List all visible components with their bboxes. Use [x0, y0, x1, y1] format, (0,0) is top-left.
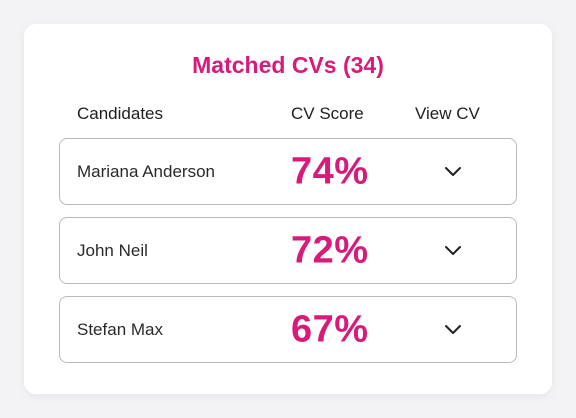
cv-score: 74%	[291, 150, 369, 192]
cv-score: 72%	[291, 229, 369, 271]
candidate-name: Stefan Max	[77, 319, 163, 339]
candidate-row[interactable]: Stefan Max 67%	[59, 296, 517, 363]
column-header-view-cv: View CV	[415, 104, 480, 123]
column-header-candidates: Candidates	[77, 104, 164, 123]
chevron-down-icon[interactable]	[442, 319, 464, 341]
chevron-down-icon[interactable]	[442, 161, 464, 183]
card-title: Matched CVs (34)	[192, 52, 384, 78]
candidate-row[interactable]: John Neil 72%	[59, 217, 517, 284]
column-header-cv-score: CV Score	[291, 104, 364, 123]
candidate-name: Mariana Anderson	[77, 161, 215, 181]
candidate-row[interactable]: Mariana Anderson 74%	[59, 138, 517, 205]
candidate-name: John Neil	[77, 240, 148, 260]
cv-score: 67%	[291, 308, 369, 350]
chevron-down-icon[interactable]	[442, 240, 464, 262]
